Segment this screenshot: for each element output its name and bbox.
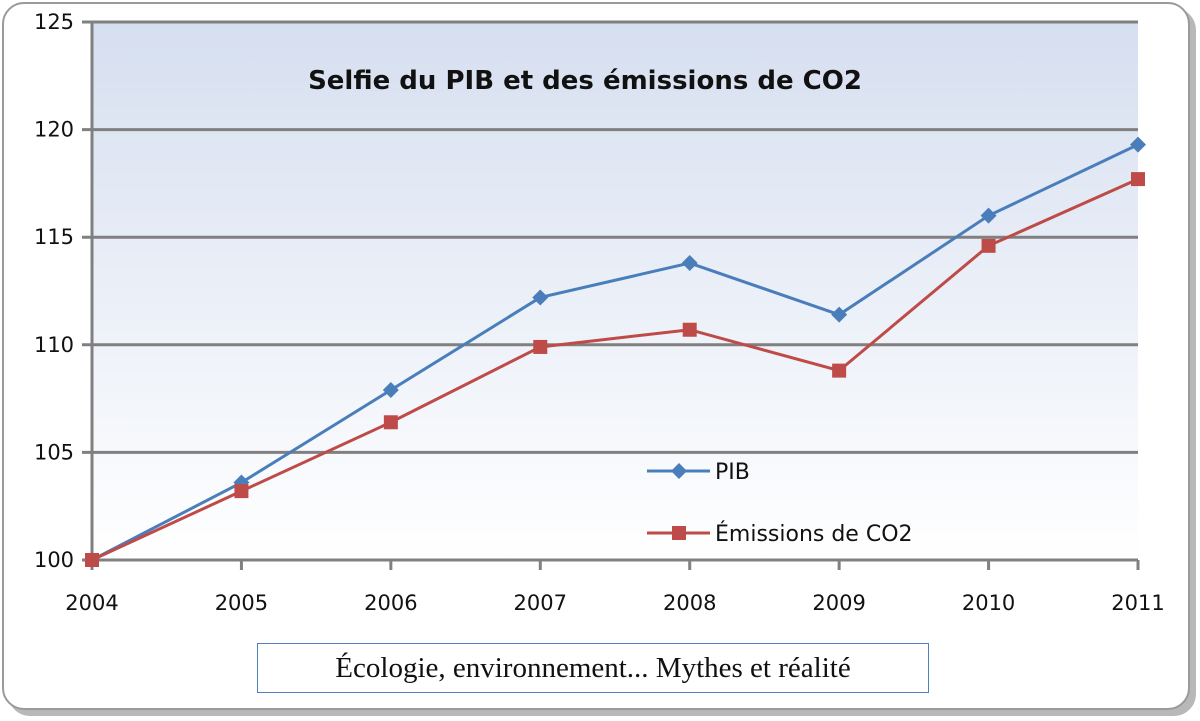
y-tick-label: 125 — [34, 10, 74, 34]
data-point — [1131, 172, 1145, 187]
legend-marker — [672, 526, 686, 540]
source-caption: Écologie, environnement... Mythes et réa… — [257, 643, 929, 693]
data-point — [234, 484, 249, 499]
chart-title: Selfie du PIB et des émissions de CO2 — [308, 66, 862, 96]
data-point — [533, 339, 548, 354]
data-point — [980, 207, 997, 224]
y-tick-label: 105 — [34, 440, 74, 464]
y-tick-label: 100 — [34, 548, 74, 572]
x-tick-label: 2010 — [962, 591, 1015, 615]
data-point — [681, 255, 698, 272]
x-tick-label: 2008 — [663, 591, 716, 615]
legend-label: PIB — [715, 460, 750, 485]
x-tick-label: 2009 — [812, 591, 865, 615]
data-point — [831, 306, 848, 323]
legend: PIB Émissions de CO2 — [647, 460, 913, 547]
data-point — [832, 363, 847, 378]
legend-label: Émissions de CO2 — [715, 521, 913, 547]
data-point — [85, 553, 99, 567]
x-tick-label: 2005 — [215, 591, 268, 615]
legend-marker — [671, 463, 687, 479]
series-line-co2 — [91, 177, 1139, 562]
series-line-pib — [91, 143, 1139, 562]
x-tick-label: 2006 — [364, 591, 417, 615]
data-point — [383, 415, 398, 430]
y-tick-label: 120 — [34, 118, 74, 142]
data-point — [981, 238, 996, 253]
y-tick-label: 115 — [34, 225, 74, 249]
data-point — [1130, 136, 1146, 153]
data-point — [382, 381, 399, 398]
y-tick-label: 110 — [34, 333, 74, 357]
data-point — [532, 289, 549, 306]
plot-area — [92, 22, 1138, 560]
x-tick-label: 2004 — [65, 591, 118, 615]
data-point — [682, 322, 697, 337]
x-tick-label: 2011 — [1111, 591, 1164, 615]
x-tick-label: 2007 — [514, 591, 567, 615]
